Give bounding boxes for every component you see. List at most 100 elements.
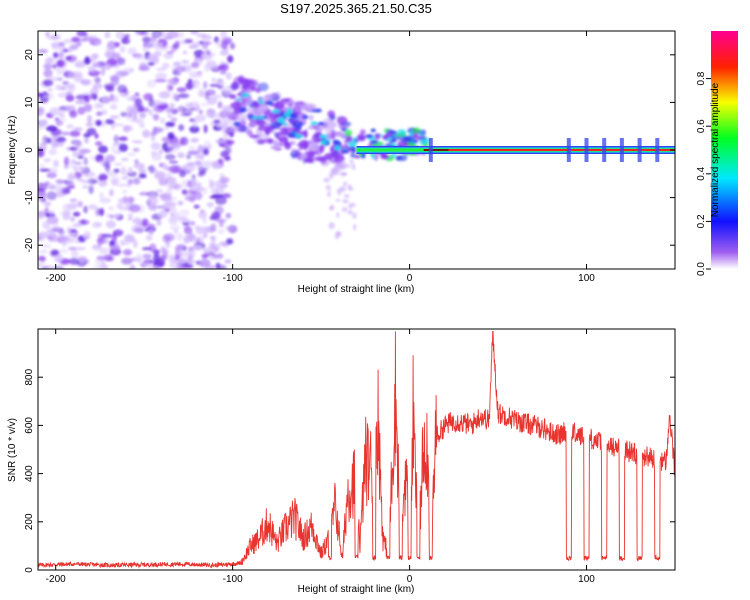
spectrogram-cell (139, 112, 147, 119)
spectrogram-cell (213, 119, 221, 124)
spectrogram-cell (38, 49, 48, 54)
spectrogram-cell (252, 79, 259, 87)
spectrogram-cell (327, 110, 336, 118)
colorbar-tick-label: 0.2 (696, 214, 707, 228)
spectrogram-cell (121, 176, 129, 180)
spectrogram-cell (261, 103, 269, 112)
spectrogram-cell (197, 144, 205, 153)
spectrogram-cell (164, 201, 171, 205)
spectrogram-cell (332, 139, 339, 144)
spectrogram-cell (181, 189, 188, 195)
spectrogram-cell (148, 109, 153, 116)
spectrogram-cell (53, 183, 65, 193)
spectrogram-cell (329, 204, 335, 211)
spectrogram-cell (181, 60, 190, 64)
spectrogram-cell (179, 209, 190, 217)
spectrogram-cell (177, 152, 185, 159)
spectrogram-cell (110, 145, 117, 153)
spectrogram-cell (170, 206, 178, 213)
spectrogram-cell (348, 141, 357, 147)
spectrogram-cell (135, 54, 147, 61)
spectrogram-cell (277, 131, 289, 136)
spectrogram-cell (55, 254, 63, 263)
spectrogram-cell (205, 60, 217, 69)
spectrogram-cell (200, 226, 211, 234)
spectrogram-cell (215, 140, 227, 144)
spectrogram-cell (38, 231, 50, 238)
spectrogram-cell (198, 109, 203, 115)
spectrogram-cell (83, 231, 91, 240)
spectrogram-cell (179, 250, 189, 258)
spectrogram-blobs (38, 31, 431, 269)
spectrogram-cell (203, 148, 209, 156)
spectrogram-cell (148, 98, 155, 108)
spectrogram-cell (69, 110, 78, 118)
spectrogram-cell (153, 258, 166, 267)
spectrogram-cell (209, 242, 215, 249)
spectrogram-cell (105, 118, 115, 125)
spectrogram-cell (229, 94, 237, 99)
spectrogram-cell (203, 248, 208, 253)
spectrogram-cell (275, 122, 284, 126)
spectrogram-cell (119, 46, 126, 53)
spectrogram-cell (65, 182, 76, 188)
spectrogram-cell (201, 253, 209, 259)
snr-series-line (38, 330, 675, 569)
spectrogram-cell (209, 180, 215, 190)
spectrogram-cell (113, 134, 120, 144)
spectrogram-cell (141, 247, 152, 251)
spectrogram-cell (103, 237, 109, 245)
spectrogram-cell (43, 94, 48, 99)
spectrogram-cell (116, 203, 124, 210)
spectrogram-cell (158, 149, 163, 155)
spectrogram-cell (154, 172, 160, 176)
spectrogram-cell (126, 171, 137, 177)
spectrogram-cell (105, 220, 116, 229)
y-tick-label: 20 (24, 49, 35, 61)
colorbar-tick-label: 0.4 (696, 166, 707, 180)
spectrogram-cell (68, 257, 80, 265)
spectrogram-cell (380, 153, 388, 160)
spectrogram-cell (136, 105, 145, 113)
spectrogram-cell (189, 125, 200, 134)
spectrogram-cell (169, 212, 174, 217)
spectrogram-cell (255, 119, 266, 127)
spectrogram-cell (65, 104, 76, 111)
spectrogram-cell (132, 177, 141, 185)
spectrogram-cell (176, 232, 184, 241)
spectrogram-cell (74, 62, 86, 68)
spectrogram-cell (192, 74, 204, 78)
spectrogram-cell (109, 94, 119, 104)
spectrogram-cell (151, 152, 163, 161)
x-tick-label: -100 (223, 574, 243, 585)
spectrogram-cell (165, 176, 177, 184)
spectrogram-cell (83, 205, 88, 214)
colorbar-axes: 0.0 0.2 0.4 0.6 0.8 (696, 71, 711, 276)
spectrogram-cell (169, 261, 179, 269)
spectrogram-cell (203, 187, 208, 195)
spectrogram-cell (103, 254, 113, 262)
spectrogram-cell (103, 160, 111, 169)
spectrogram-cell (397, 129, 407, 136)
spectrogram-cell (169, 216, 177, 223)
spectrogram-cell (233, 121, 241, 127)
spectrogram-cell (85, 123, 94, 127)
spectrogram-cell (91, 41, 96, 46)
spectrogram-cell (325, 120, 337, 129)
spectrogram-cell (132, 239, 138, 249)
spectrogram-cell (152, 126, 158, 136)
spectrogram-cell (199, 209, 205, 214)
spectrogram-cell (209, 83, 221, 87)
spectrogram-cell (129, 264, 136, 269)
spectrogram-cell (423, 137, 431, 144)
spectrogram-cell (38, 182, 48, 192)
spectrogram-cell (120, 242, 130, 246)
spectrogram-cell (257, 125, 269, 131)
spectrogram-cell (217, 158, 224, 164)
spectrogram-cell (251, 101, 260, 107)
spectrogram-cell (112, 229, 124, 237)
spectrogram-cell (127, 152, 136, 156)
spectrogram-cell (95, 119, 102, 127)
spectrogram-cell (246, 130, 253, 136)
